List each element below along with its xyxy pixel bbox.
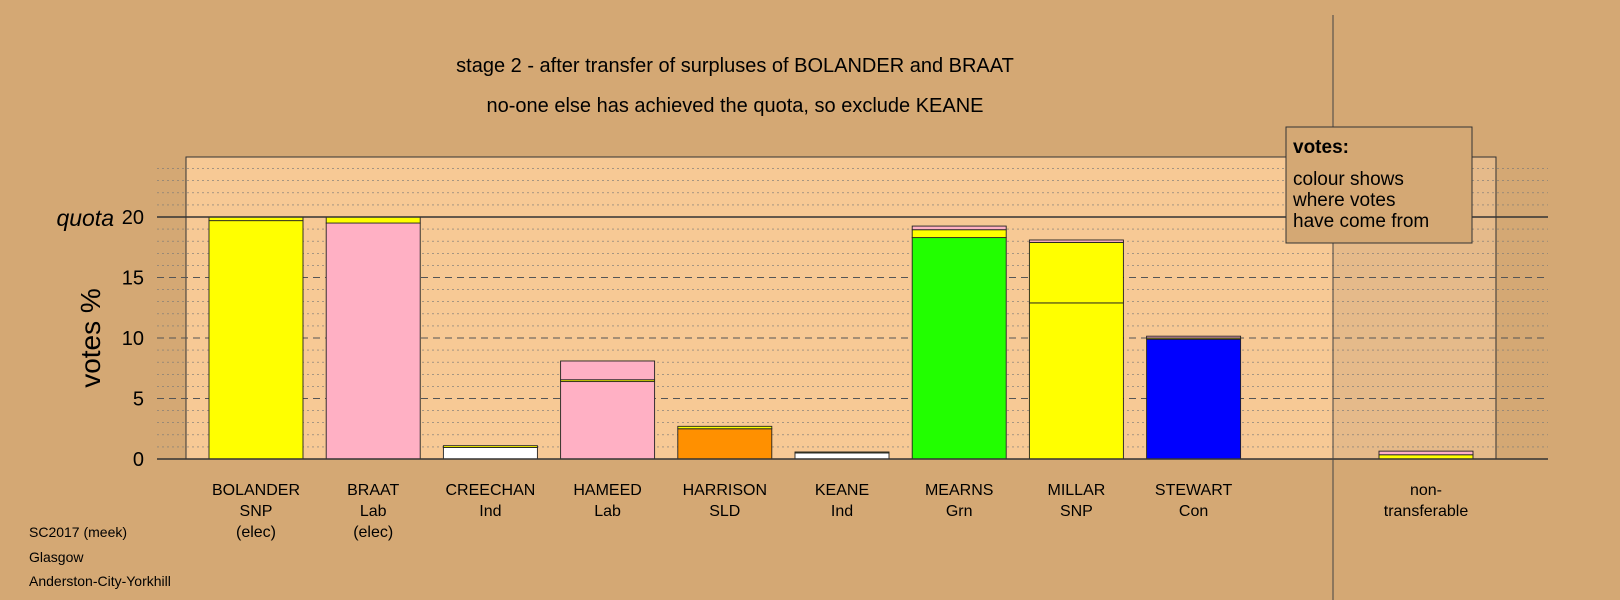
chart-title: stage 2 - after transfer of surpluses of… bbox=[456, 55, 1014, 77]
bar-segment bbox=[325, 216, 421, 224]
bar-segment bbox=[560, 381, 656, 460]
candidate-status-label: (elec) bbox=[236, 524, 276, 541]
bar-segment bbox=[911, 229, 1007, 239]
candidate-name-label: STEWART bbox=[1155, 482, 1233, 499]
bar-segment bbox=[911, 237, 1007, 460]
bar-segment bbox=[325, 222, 421, 460]
candidate-party-label: SLD bbox=[709, 503, 740, 520]
candidate-party-label: SNP bbox=[240, 503, 273, 520]
bar-hameed bbox=[560, 360, 656, 460]
y-tick-label: 5 bbox=[133, 389, 144, 411]
candidate-name-label: BOLANDER bbox=[212, 482, 300, 499]
candidate-name-label: KEANE bbox=[815, 482, 869, 499]
nontransferable-label-1: non- bbox=[1410, 482, 1442, 499]
candidate-name-label: CREECHAN bbox=[446, 482, 536, 499]
bar-millar bbox=[1028, 239, 1124, 460]
legend-line-1: colour shows bbox=[1293, 169, 1404, 190]
y-axis-title: votes % bbox=[75, 288, 106, 388]
bar-segment bbox=[1028, 239, 1124, 243]
legend-line-3: have come from bbox=[1293, 211, 1429, 232]
bar-creechan bbox=[442, 445, 538, 460]
y-tick-labels: 0 5 10 15 20 bbox=[122, 207, 144, 471]
bars bbox=[208, 216, 1474, 460]
bar-segment bbox=[442, 445, 538, 448]
footer-line-3: Anderston-City-Yorkhill bbox=[29, 573, 171, 589]
candidate-party-label: SNP bbox=[1060, 503, 1093, 520]
bar-segment bbox=[677, 425, 773, 430]
candidate-party-label: Grn bbox=[946, 503, 973, 520]
bar-segment bbox=[794, 452, 890, 460]
candidate-name-label: MEARNS bbox=[925, 482, 993, 499]
chart-subtitle: no-one else has achieved the quota, so e… bbox=[487, 95, 984, 117]
quota-label: quota bbox=[56, 205, 114, 231]
bar-segment bbox=[442, 447, 538, 460]
footer-line-2: Glasgow bbox=[29, 549, 84, 565]
nontransferable-label-2: transferable bbox=[1384, 503, 1469, 520]
bar-segment bbox=[677, 428, 773, 460]
candidate-name-label: HARRISON bbox=[683, 482, 767, 499]
candidate-name-label: MILLAR bbox=[1048, 482, 1106, 499]
legend-line-2: where votes bbox=[1292, 190, 1395, 211]
bar-segment bbox=[1378, 450, 1474, 456]
legend-box: votes: colour shows where votes have com… bbox=[1285, 126, 1473, 244]
candidate-name-label: HAMEED bbox=[573, 482, 641, 499]
y-tick-label: 20 bbox=[122, 207, 144, 229]
bar-nontransferable bbox=[1378, 450, 1474, 460]
candidate-party-label: Con bbox=[1179, 503, 1208, 520]
legend-title: votes: bbox=[1293, 137, 1349, 158]
bar-mearns bbox=[911, 225, 1007, 460]
bar-segment bbox=[208, 220, 304, 460]
bar-segment bbox=[560, 360, 656, 381]
candidate-party-label: Ind bbox=[479, 503, 501, 520]
footer-line-1: SC2017 (meek) bbox=[29, 524, 127, 540]
bar-segment bbox=[1028, 241, 1124, 304]
candidate-party-label: Lab bbox=[594, 503, 621, 520]
bar-keane bbox=[794, 451, 890, 460]
candidate-name-label: BRAAT bbox=[347, 482, 399, 499]
bar-braat bbox=[325, 216, 421, 460]
y-tick-label: 0 bbox=[133, 449, 144, 471]
bar-segment bbox=[911, 225, 1007, 231]
y-tick-label: 15 bbox=[122, 268, 144, 290]
bar-bolander bbox=[208, 216, 304, 460]
bar-harrison bbox=[677, 425, 773, 460]
bar-segment bbox=[794, 451, 890, 454]
candidate-status-label: (elec) bbox=[353, 524, 393, 541]
bar-stewart bbox=[1146, 335, 1242, 460]
bar-segment bbox=[1028, 302, 1124, 460]
y-tick-label: 10 bbox=[122, 328, 144, 350]
bar-segment bbox=[1146, 335, 1242, 339]
x-axis-labels: BOLANDER SNP (elec) BRAAT Lab (elec) CREECHAN I… bbox=[212, 482, 1468, 541]
candidate-party-label: Ind bbox=[831, 503, 853, 520]
bar-segment bbox=[1146, 338, 1242, 460]
candidate-party-label: Lab bbox=[360, 503, 387, 520]
